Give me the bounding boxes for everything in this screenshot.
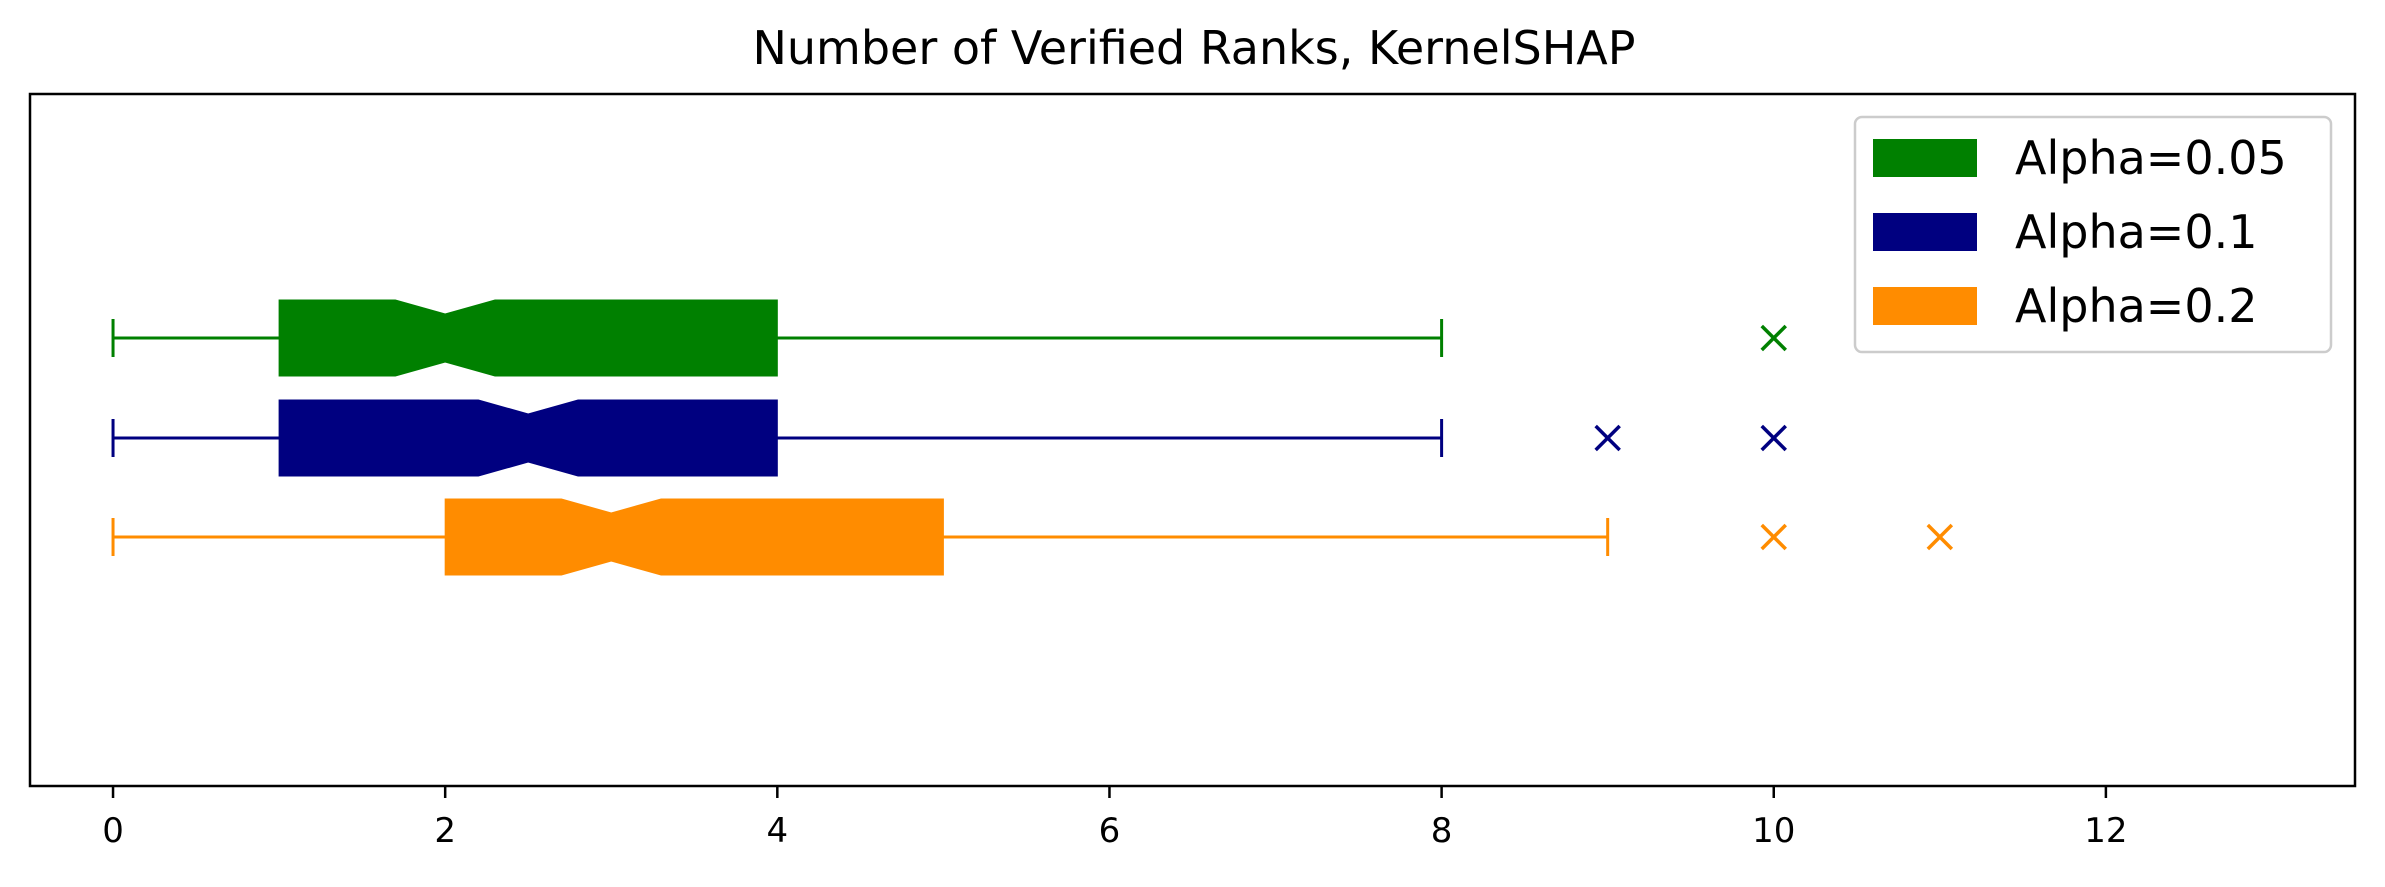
outlier-marker <box>1594 424 1621 452</box>
legend-swatch <box>1873 287 1977 325</box>
legend-label: Alpha=0.1 <box>2015 205 2258 259</box>
legend-item: Alpha=0.05 <box>1873 131 2287 185</box>
legend-swatch <box>1873 213 1977 251</box>
x-tick-label: 10 <box>1752 811 1795 851</box>
x-tick-label: 6 <box>1099 811 1121 851</box>
legend: Alpha=0.05 Alpha=0.1 Alpha=0.2 <box>1853 115 2333 354</box>
legend-item: Alpha=0.1 <box>1873 205 2258 259</box>
box-series-1 <box>111 299 1787 377</box>
notched-box <box>278 299 778 377</box>
outlier-marker <box>1760 424 1787 452</box>
outlier-marker <box>1760 324 1787 352</box>
x-tick-label: 8 <box>1431 811 1453 851</box>
legend-label: Alpha=0.2 <box>2015 279 2258 333</box>
notched-box <box>278 399 778 477</box>
plot-area <box>28 92 2357 788</box>
x-tick-label: 2 <box>434 811 456 851</box>
box-series-2 <box>111 399 1787 477</box>
chart-title: Number of Verified Ranks, KernelSHAP <box>752 21 1635 75</box>
notched-box <box>444 498 944 576</box>
x-tick-label: 0 <box>102 811 124 851</box>
x-axis: 0 2 4 6 8 10 12 <box>102 786 2128 851</box>
legend-label: Alpha=0.05 <box>2015 131 2287 185</box>
box-series-group <box>111 299 1954 576</box>
x-tick-label: 4 <box>767 811 789 851</box>
x-tick-label: 12 <box>2084 811 2127 851</box>
outlier-marker <box>1760 523 1787 551</box>
legend-swatch <box>1873 139 1977 177</box>
legend-item: Alpha=0.2 <box>1873 279 2258 333</box>
outlier-marker <box>1926 523 1954 551</box>
box-series-3 <box>111 498 1954 576</box>
